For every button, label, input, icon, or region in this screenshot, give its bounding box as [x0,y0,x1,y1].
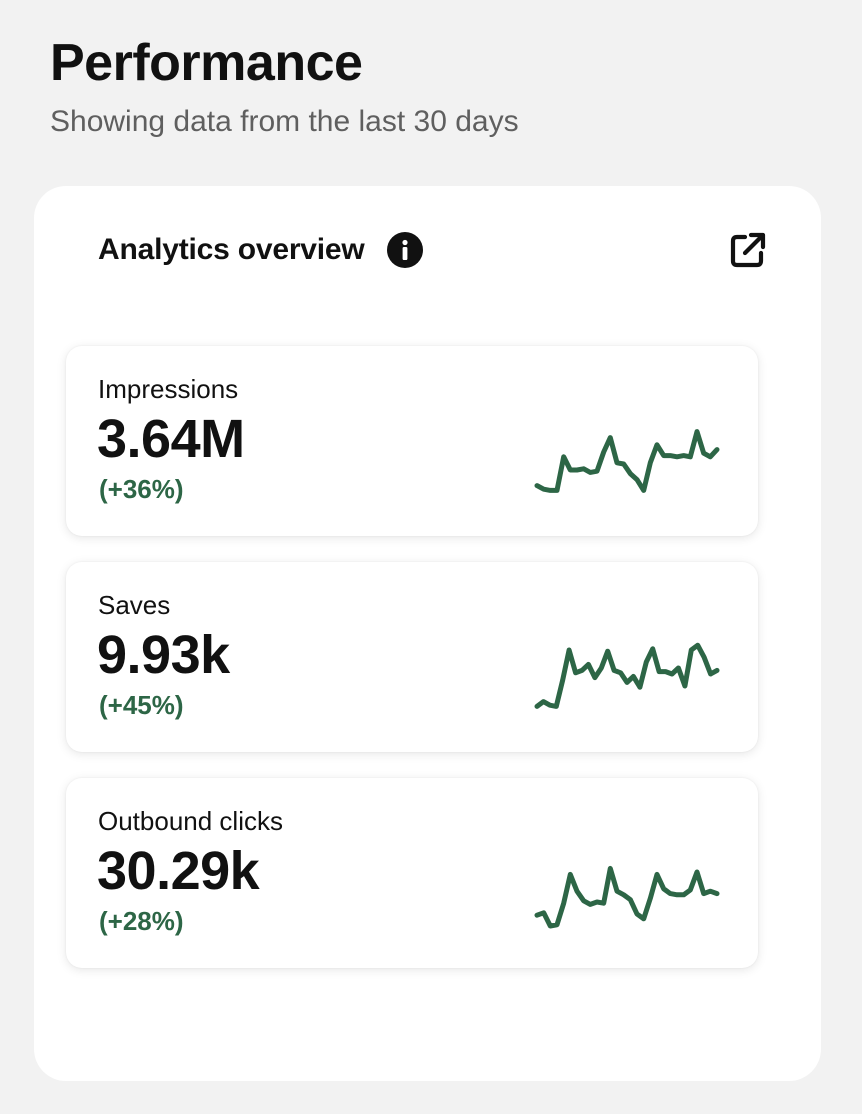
page-title: Performance [50,34,363,92]
metric-label: Saves [98,590,171,620]
sparkline-line [534,429,720,493]
metric-value: 3.64M [97,409,245,469]
sparkline-line [534,642,720,709]
metric-label: Impressions [98,374,239,404]
metric-card-impressions[interactable]: Impressions 3.64M (+36%) [66,346,758,536]
metric-value: 9.93k [97,625,230,685]
metric-change: (+28%) [99,906,184,936]
impressions-sparkline [534,429,720,493]
metric-change: (+45%) [99,690,184,720]
metric-label: Outbound clicks [98,806,283,836]
analytics-overview-panel: Analytics overview Impressions 3.64M (+3… [34,186,821,1081]
metric-value: 30.29k [97,841,260,901]
outbound-clicks-sparkline [534,865,720,929]
sparkline-line [534,865,720,929]
page-subtitle: Showing data from the last 30 days [50,105,519,138]
metric-change: (+36%) [99,474,184,504]
panel-title: Analytics overview [98,233,365,266]
info-icon[interactable] [386,232,423,268]
panel-header: Analytics overview [98,230,423,270]
external-link-icon[interactable] [728,230,768,270]
metric-card-saves[interactable]: Saves 9.93k (+45%) [66,562,758,752]
saves-sparkline [534,642,720,709]
metric-card-outbound-clicks[interactable]: Outbound clicks 30.29k (+28%) [66,778,758,968]
